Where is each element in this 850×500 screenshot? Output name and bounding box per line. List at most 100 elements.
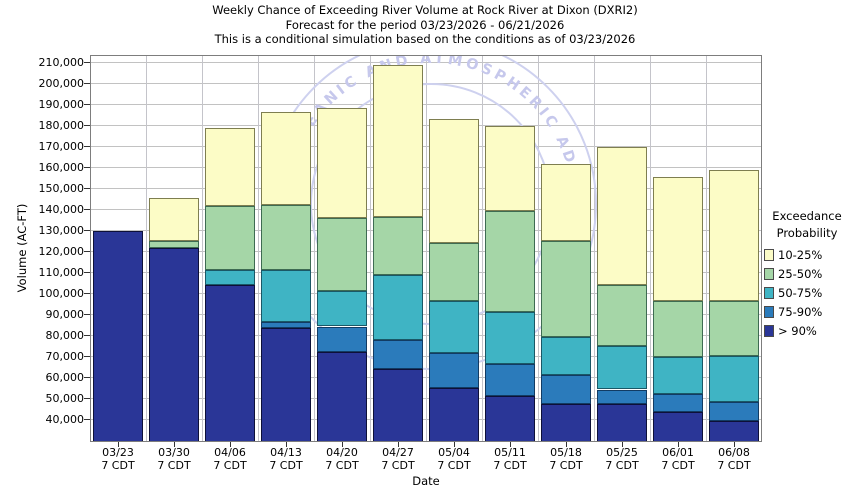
y-tick [84, 146, 90, 148]
y-tick-label: 130,000 [38, 223, 85, 237]
y-tick [84, 251, 90, 253]
bar-segment-10-25 [541, 163, 591, 242]
x-tick-time: 7 CDT [101, 459, 135, 472]
bar-segment-10-25 [261, 112, 311, 205]
bar-segment-25-50 [317, 218, 367, 291]
bar-segment-10-25 [485, 125, 535, 211]
y-tick-label: 80,000 [45, 328, 85, 342]
x-tick [677, 442, 679, 447]
bar-segment-50-75 [485, 311, 535, 365]
y-tick-label: 120,000 [38, 244, 85, 258]
x-tick-date: 05/18 [550, 446, 582, 459]
bar-segment-10-25 [653, 177, 703, 302]
bar-segment-90 [317, 351, 367, 442]
x-gridline [481, 55, 483, 442]
x-tick-date: 05/04 [438, 446, 470, 459]
bar-segment-90 [373, 368, 423, 442]
x-tick [117, 442, 119, 447]
bar-segment-50-75 [429, 301, 479, 353]
x-tick-label: 03/23 7 CDT [90, 446, 146, 472]
x-tick-label: 04/20 7 CDT [314, 446, 370, 472]
y-tick [84, 419, 90, 421]
y-tick [84, 293, 90, 295]
legend-items: 10-25% 25-50% 50-75% 75-90% > 90% [764, 248, 850, 338]
x-tick-date: 06/01 [662, 446, 694, 459]
x-tick [341, 442, 343, 447]
bar-segment-25-50 [709, 301, 759, 356]
bar-segment-50-75 [709, 355, 759, 403]
x-gridline [201, 55, 203, 442]
y-tick [84, 83, 90, 85]
x-tick-label: 05/25 7 CDT [594, 446, 650, 472]
legend-item-label: 75-90% [778, 305, 823, 319]
x-gridline [313, 55, 315, 442]
x-gridline [537, 55, 539, 442]
y-tick-label: 150,000 [38, 181, 85, 195]
y-tick-label: 110,000 [38, 265, 85, 279]
x-tick [621, 442, 623, 447]
chart-title-line3: This is a conditional simulation based o… [214, 32, 636, 46]
x-tick-date: 04/27 [382, 446, 414, 459]
bar-segment-90 [485, 395, 535, 442]
x-gridline [593, 55, 595, 442]
y-tick-label: 180,000 [38, 118, 85, 132]
y-tick [84, 188, 90, 190]
bar-segment-90 [429, 388, 479, 442]
x-gridline [705, 55, 707, 442]
legend-swatch [764, 249, 774, 261]
x-tick-label: 05/04 7 CDT [426, 446, 482, 472]
bar-segment-90 [261, 327, 311, 442]
y-tick [84, 335, 90, 337]
x-tick-date: 04/13 [270, 446, 302, 459]
x-tick-label: 03/30 7 CDT [146, 446, 202, 472]
x-tick-time: 7 CDT [661, 459, 695, 472]
bar-segment-90 [653, 411, 703, 442]
x-tick-time: 7 CDT [605, 459, 639, 472]
legend-swatch [764, 325, 774, 337]
x-tick-time: 7 CDT [213, 459, 247, 472]
x-tick-label: 04/27 7 CDT [370, 446, 426, 472]
y-tick-label: 200,000 [38, 76, 85, 90]
x-tick-label: 05/11 7 CDT [482, 446, 538, 472]
y-tick [84, 104, 90, 106]
x-tick [733, 442, 735, 447]
legend-item-label: > 90% [778, 324, 817, 338]
bar-segment-90 [709, 421, 759, 442]
y-tick [84, 398, 90, 400]
y-tick-label: 90,000 [45, 307, 85, 321]
legend-swatch [764, 287, 774, 299]
bar-segment-10-25 [373, 65, 423, 218]
x-tick-date: 04/06 [214, 446, 246, 459]
bar-segment-90 [541, 404, 591, 442]
y-tick [84, 377, 90, 379]
y-tick [84, 125, 90, 127]
x-tick-label: 04/13 7 CDT [258, 446, 314, 472]
x-tick-label: 06/01 7 CDT [650, 446, 706, 472]
x-gridline [425, 55, 427, 442]
bar-segment-75-90 [709, 402, 759, 421]
y-tick-label: 50,000 [45, 391, 85, 405]
y-tick-label: 100,000 [38, 286, 85, 300]
bar-segment-25-50 [373, 217, 423, 276]
bar-segment-50-75 [261, 269, 311, 323]
chart-title-line1: Weekly Chance of Exceeding River Volume … [212, 3, 638, 17]
bar-segment-90 [205, 284, 255, 442]
bar-segment-75-90 [373, 340, 423, 369]
x-tick-time: 7 CDT [381, 459, 415, 472]
y-tick-label: 70,000 [45, 349, 85, 363]
bar-segment-10-25 [205, 128, 255, 206]
y-tick [84, 272, 90, 274]
bar-segment-25-50 [261, 204, 311, 270]
y-tick [84, 62, 90, 64]
bar-segment-75-90 [429, 352, 479, 389]
y-tick-label: 170,000 [38, 139, 85, 153]
bar-segment-50-75 [597, 346, 647, 390]
x-tick-time: 7 CDT [493, 459, 527, 472]
y-tick-label: 160,000 [38, 160, 85, 174]
x-tick-time: 7 CDT [437, 459, 471, 472]
x-tick-date: 06/08 [718, 446, 750, 459]
legend-title-line1: Exceedance [772, 209, 842, 223]
x-tick-time: 7 CDT [717, 459, 751, 472]
bar-segment-75-90 [485, 364, 535, 396]
